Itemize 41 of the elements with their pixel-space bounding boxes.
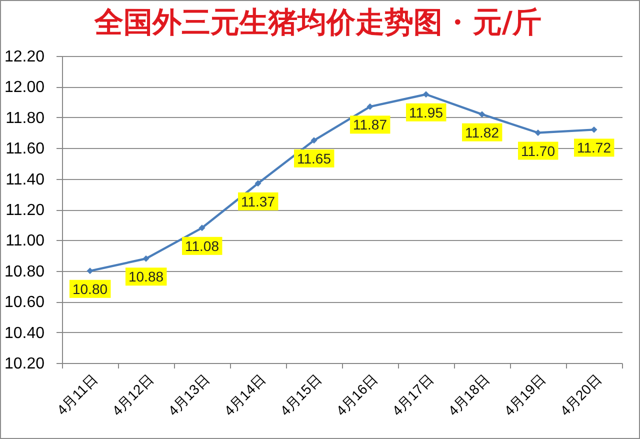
data-label: 11.82 [465,124,500,140]
point [590,126,598,133]
data-label: 11.08 [185,238,220,254]
x-tick-label: 4月12日 [108,371,156,419]
data-label: 11.65 [297,150,332,166]
point [310,137,318,144]
point [86,268,94,274]
data-label: 11.37 [241,193,276,210]
x-tick-label: 4月15日 [276,371,324,419]
y-tick-label: 11.20 [6,202,45,219]
point [366,103,374,110]
point [422,91,430,98]
data-label: 11.70 [521,142,556,159]
x-tick-label: 4月20日 [556,371,604,419]
point [478,111,486,118]
y-tick-label: 11.60 [6,140,45,158]
point [142,255,150,262]
y-tick-label: 11.40 [6,171,45,188]
x-tick-label: 4月13日 [164,371,212,419]
y-tick-label: 11.80 [6,110,45,127]
y-tick-label: 10.60 [4,294,45,312]
y-tick-label: 10.20 [4,356,45,372]
y-tick-label: 10.40 [4,324,45,342]
point [254,180,262,187]
x-tick-label: 4月17日 [388,371,436,419]
x-tick-label: 4月11日 [54,371,100,418]
y-tick-label: 11.00 [6,232,45,250]
x-tick-label: 4月19日 [500,371,548,419]
data-label: 11.72 [577,140,612,156]
data-label: 10.88 [128,268,164,285]
data-label: 10.80 [72,280,108,297]
y-tick-label: 12.00 [4,79,45,96]
data-label: 11.87 [353,116,388,133]
x-tick-label: 4月16日 [332,371,380,419]
y-tick-label: 12.20 [4,48,45,66]
point [198,224,206,232]
y-tick-label: 10.80 [4,263,45,280]
chart-title: 全国外三元生猪均价走势图 · 元/斤 [94,5,542,39]
x-tick-label: 4月18日 [444,371,492,419]
data-label: 11.95 [409,104,444,120]
x-tick-label: 4月14日 [220,371,268,419]
